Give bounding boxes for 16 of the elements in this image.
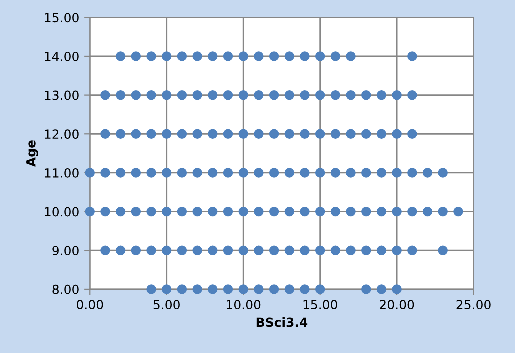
x-axis-title: BSci3.4 <box>256 318 308 328</box>
y-tick-label: 14.00 <box>45 52 79 62</box>
x-tick-label: 20.00 <box>380 300 414 310</box>
y-tick-label: 10.00 <box>45 207 79 217</box>
x-tick-label: 15.00 <box>304 300 338 310</box>
y-tick-label: 11.00 <box>45 168 79 178</box>
y-tick-label: 9.00 <box>52 246 79 256</box>
y-tick-label: 8.00 <box>52 284 79 294</box>
y-tick-label: 15.00 <box>45 13 79 23</box>
x-tick-label: 25.00 <box>456 300 491 310</box>
x-tick-label: 5.00 <box>154 300 180 310</box>
y-tick-label: 13.00 <box>45 90 79 100</box>
y-axis-title: Age <box>26 140 38 168</box>
y-tick-label: 12.00 <box>45 130 79 140</box>
x-tick-label: 10.00 <box>227 300 261 310</box>
x-tick-label: 0.00 <box>77 300 104 310</box>
